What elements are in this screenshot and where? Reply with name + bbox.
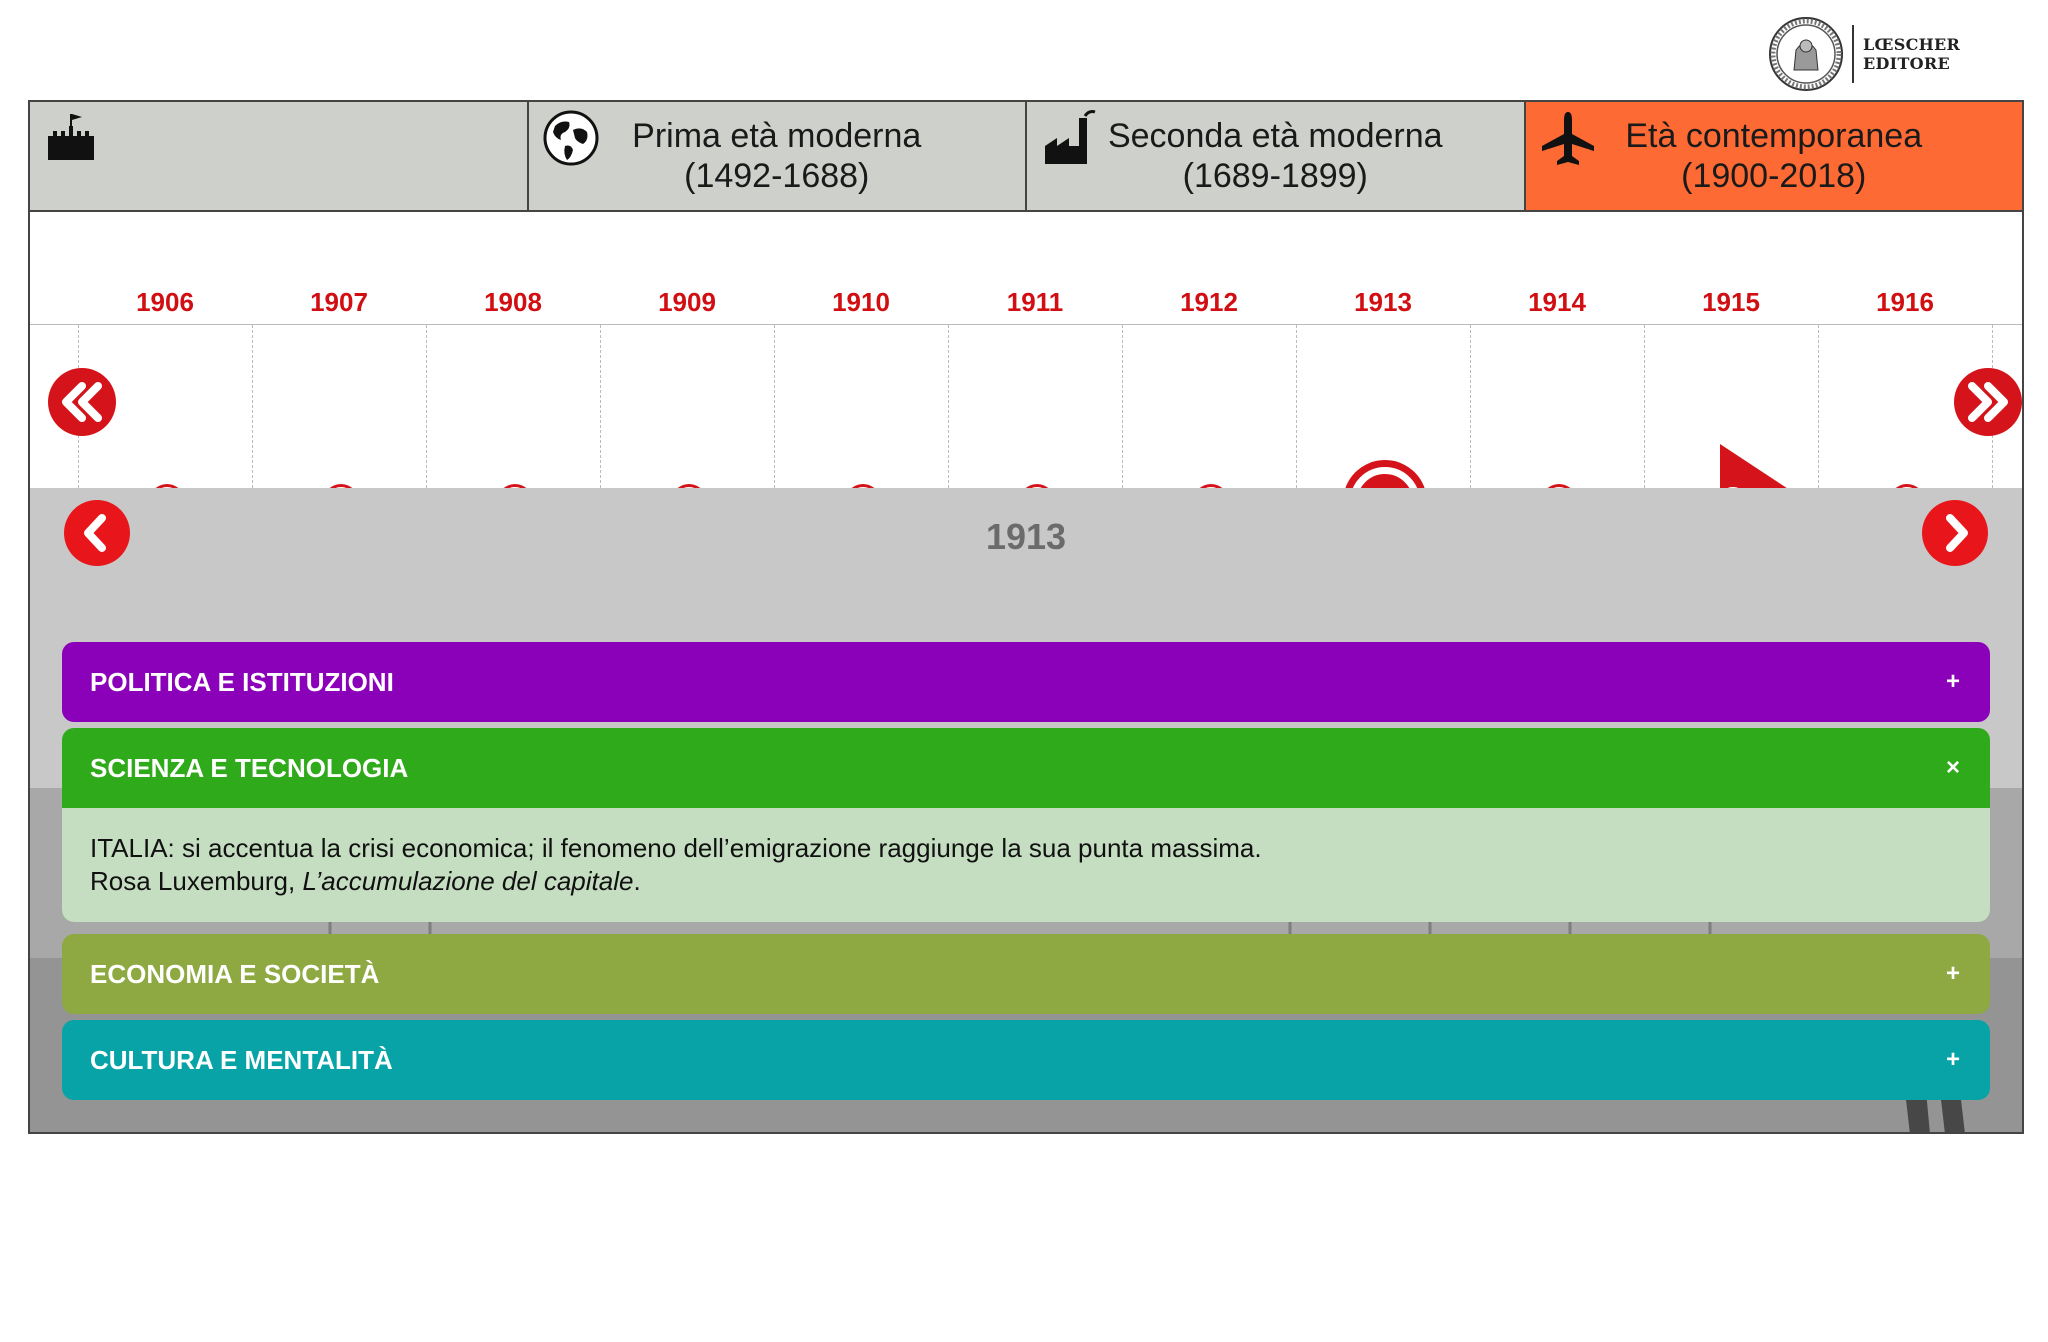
year-label[interactable]: 1914 (1528, 287, 1586, 317)
era-tabs: Prima età moderna (1492-1688) Seconda età… (30, 102, 2022, 212)
event-text: Rosa Luxemburg, L’accumulazione del capi… (90, 866, 641, 896)
year-labels: 1906 1907 1908 1909 1910 1911 1912 1913 … (30, 280, 2022, 325)
year-label[interactable]: 1915 (1702, 287, 1760, 317)
timeline-widget: Prima età moderna (1492-1688) Seconda età… (28, 100, 2024, 1134)
era-label: Prima età moderna (1492-1688) (632, 117, 922, 195)
accordion-cultura[interactable]: CULTURA E MENTALITÀ + (62, 1020, 1990, 1100)
era-tab-early-modern[interactable]: Prima età moderna (1492-1688) (528, 102, 1027, 212)
year-label[interactable]: 1908 (484, 287, 542, 317)
accordion-title: POLITICA E ISTITUZIONI (90, 667, 394, 697)
grid-line (1818, 280, 1819, 588)
year-label[interactable]: 1913 (1354, 287, 1412, 317)
year-content-panel: 1913 POLITICA E ISTITUZIONI + SCIENZA E … (30, 488, 2022, 1132)
accordion-title: CULTURA E MENTALITÀ (90, 1045, 393, 1075)
collapse-icon[interactable]: × (1945, 754, 1960, 781)
era-tab-contemporary[interactable]: Età contemporanea (1900-2018) (1525, 102, 2022, 212)
chevron-left-icon (84, 514, 106, 552)
era-label: Seconda età moderna (1689-1899) (1107, 117, 1443, 195)
year-label[interactable]: 1911 (1006, 287, 1064, 317)
fast-forward-button[interactable] (1954, 368, 2022, 436)
grid-line (1644, 280, 1645, 588)
year-label[interactable]: 1912 (1180, 287, 1238, 317)
expand-icon[interactable]: + (1945, 1046, 1960, 1073)
accordion-header[interactable]: ECONOMIA E SOCIETÀ + (62, 934, 1990, 1014)
accordion-economia[interactable]: ECONOMIA E SOCIETÀ + (62, 934, 1990, 1014)
grid-line (1122, 280, 1123, 588)
accordion-title: ECONOMIA E SOCIETÀ (90, 959, 380, 989)
year-label[interactable]: 1907 (310, 287, 368, 317)
event-text: ITALIA: si accentua la crisi economica; … (90, 833, 1262, 863)
accordion-header[interactable]: CULTURA E MENTALITÀ + (62, 1020, 1990, 1100)
globe-icon (543, 110, 598, 166)
grid-line (774, 280, 775, 588)
accordion-body: ITALIA: si accentua la crisi economica; … (62, 808, 1990, 922)
year-label[interactable]: 1910 (832, 287, 890, 317)
prev-year-button[interactable] (64, 500, 130, 566)
selected-year-title: 1913 (985, 516, 1067, 557)
year-label[interactable]: 1916 (1876, 287, 1934, 317)
accordion-scienza[interactable]: SCIENZA E TECNOLOGIA × ITALIA: si accent… (62, 728, 1990, 922)
year-label[interactable]: 1909 (658, 287, 716, 317)
grid-line (1470, 280, 1471, 588)
era-label: Età contemporanea (1900-2018) (1625, 117, 1923, 195)
rewind-button[interactable] (48, 368, 116, 436)
grid-line (1296, 280, 1297, 588)
publisher-logo: LŒSCHER EDITORE (1768, 14, 1960, 94)
next-year-button[interactable] (1922, 500, 1988, 566)
year-label[interactable]: 1906 (136, 287, 194, 317)
grid-line (600, 280, 601, 588)
era-tab-medieval[interactable] (30, 102, 529, 212)
blank-strip (30, 212, 2022, 281)
expand-icon[interactable]: + (1945, 668, 1960, 695)
era-tab-late-modern[interactable]: Seconda età moderna (1689-1899) (1027, 102, 1526, 212)
logo-divider (1852, 25, 1854, 83)
logo-wordmark: LŒSCHER EDITORE (1863, 35, 1961, 73)
grid-line (426, 280, 427, 588)
chevron-right-icon (1946, 514, 1968, 552)
factory-icon (1045, 110, 1096, 164)
accordion-politica[interactable]: POLITICA E ISTITUZIONI + (62, 642, 1990, 722)
double-chevron-right-icon (1968, 382, 2008, 422)
accordion-header[interactable]: SCIENZA E TECNOLOGIA × (62, 728, 1990, 808)
grid-line (948, 280, 949, 588)
accordion-title: SCIENZA E TECNOLOGIA (90, 753, 409, 783)
accordion-header[interactable]: POLITICA E ISTITUZIONI + (62, 642, 1990, 722)
seal-icon (1769, 17, 1843, 91)
castle-icon (48, 114, 94, 160)
expand-icon[interactable]: + (1945, 960, 1960, 987)
airplane-icon (1541, 112, 1594, 165)
double-chevron-left-icon (62, 382, 102, 422)
grid-line (252, 280, 253, 588)
